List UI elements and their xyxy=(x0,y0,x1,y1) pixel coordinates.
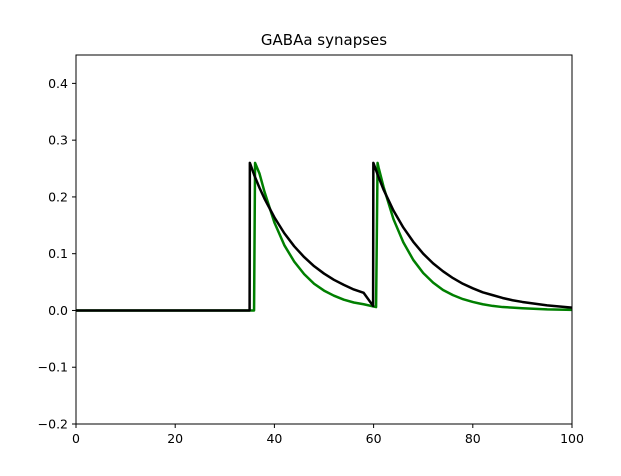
x-axis: 0 20 40 60 80 100 xyxy=(72,424,584,446)
x-tick-label: 60 xyxy=(366,431,382,446)
x-tick-label: 0 xyxy=(72,431,80,446)
axes-frame xyxy=(75,54,573,425)
series-layer xyxy=(76,161,572,312)
x-tick-label: 20 xyxy=(167,431,183,446)
y-tick-label: 0.4 xyxy=(48,76,68,91)
y-tick-label: −0.1 xyxy=(38,360,68,375)
x-tick-label: 100 xyxy=(560,431,584,446)
x-tick-label: 40 xyxy=(266,431,282,446)
y-tick-label: −0.2 xyxy=(38,417,68,432)
x-tick-label: 80 xyxy=(465,431,481,446)
series-line-2 xyxy=(76,161,572,312)
series-line-1 xyxy=(76,161,572,312)
y-axis: −0.2 −0.1 0.0 0.1 0.2 0.3 0.4 xyxy=(38,76,76,432)
y-tick-label: 0.1 xyxy=(48,246,68,261)
y-tick-label: 0.0 xyxy=(48,303,68,318)
y-tick-label: 0.3 xyxy=(48,133,68,148)
y-tick-label: 0.2 xyxy=(48,189,68,204)
chart-title: GABAa synapses xyxy=(261,31,387,49)
